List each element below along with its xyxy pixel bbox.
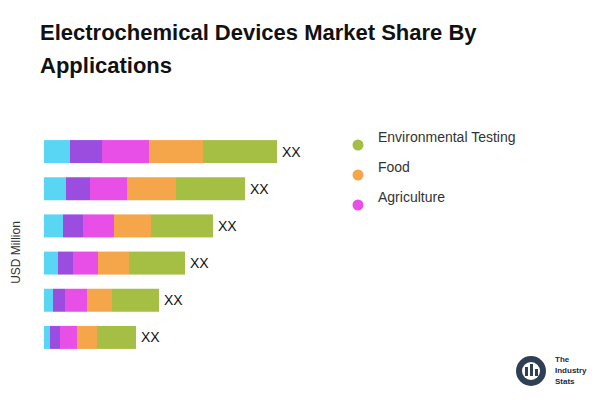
bar-end-label: XX <box>282 144 301 160</box>
bar-segment <box>77 326 97 349</box>
bar-segment <box>44 177 66 200</box>
bar-end-label: XX <box>250 181 269 197</box>
title: Electrochemical Devices Market Share By … <box>40 16 560 82</box>
bar-segment <box>44 252 58 275</box>
bar-segment <box>97 326 136 349</box>
bar-segment <box>102 140 149 163</box>
bar-segment <box>203 140 277 163</box>
bar-segment <box>44 214 63 237</box>
legend-swatch <box>353 140 364 151</box>
chart-root: Electrochemical Devices Market Share By … <box>0 0 600 400</box>
bar-segment <box>60 326 77 349</box>
logo-icon <box>530 364 533 376</box>
logo-icon <box>516 356 546 386</box>
logo: The Industry Stats <box>516 355 587 386</box>
logo-text-line: Industry <box>555 366 587 375</box>
bar-segment <box>44 326 50 349</box>
bar-segment <box>98 252 129 275</box>
logo-icon <box>525 367 528 376</box>
bar-end-label: XX <box>164 292 183 308</box>
y-axis-label: USD Million <box>9 221 23 284</box>
bar-end-label: XX <box>218 218 237 234</box>
bar-segment <box>66 177 90 200</box>
bar-segment <box>112 289 159 312</box>
bar-end-label: XX <box>190 255 209 271</box>
logo-icon <box>522 362 540 380</box>
bar-segment <box>127 177 176 200</box>
logo-text: The Industry Stats <box>555 355 587 386</box>
bar-segment <box>63 214 83 237</box>
bar-segment <box>176 177 245 200</box>
bar-segment <box>58 252 73 275</box>
legend-label: Food <box>378 159 410 175</box>
bar-segment <box>44 289 53 312</box>
logo-text-line: Stats <box>555 377 575 386</box>
bar-segment <box>151 214 213 237</box>
bar-segment <box>44 140 70 163</box>
legend-swatch <box>353 200 364 211</box>
bar-segment <box>53 289 65 312</box>
bar-segment <box>90 177 127 200</box>
logo-text-line: The <box>555 355 570 364</box>
bar-segment <box>87 289 112 312</box>
bar-segment <box>149 140 203 163</box>
legend-label: Environmental Testing <box>378 129 515 145</box>
bar-segment <box>73 252 98 275</box>
bar-segment <box>114 214 151 237</box>
chart-svg: USD Million XX XX XX XX XX XX Environmental Tes… <box>0 0 600 400</box>
bar-segment <box>70 140 102 163</box>
bar-segment <box>50 326 60 349</box>
bar-segment <box>83 214 114 237</box>
bar-end-label: XX <box>141 329 160 345</box>
legend-swatch <box>353 170 364 181</box>
logo-icon <box>535 369 538 376</box>
legend-label: Agriculture <box>378 189 445 205</box>
bar-segment <box>129 252 185 275</box>
bars <box>44 140 277 349</box>
bar-segment <box>65 289 87 312</box>
